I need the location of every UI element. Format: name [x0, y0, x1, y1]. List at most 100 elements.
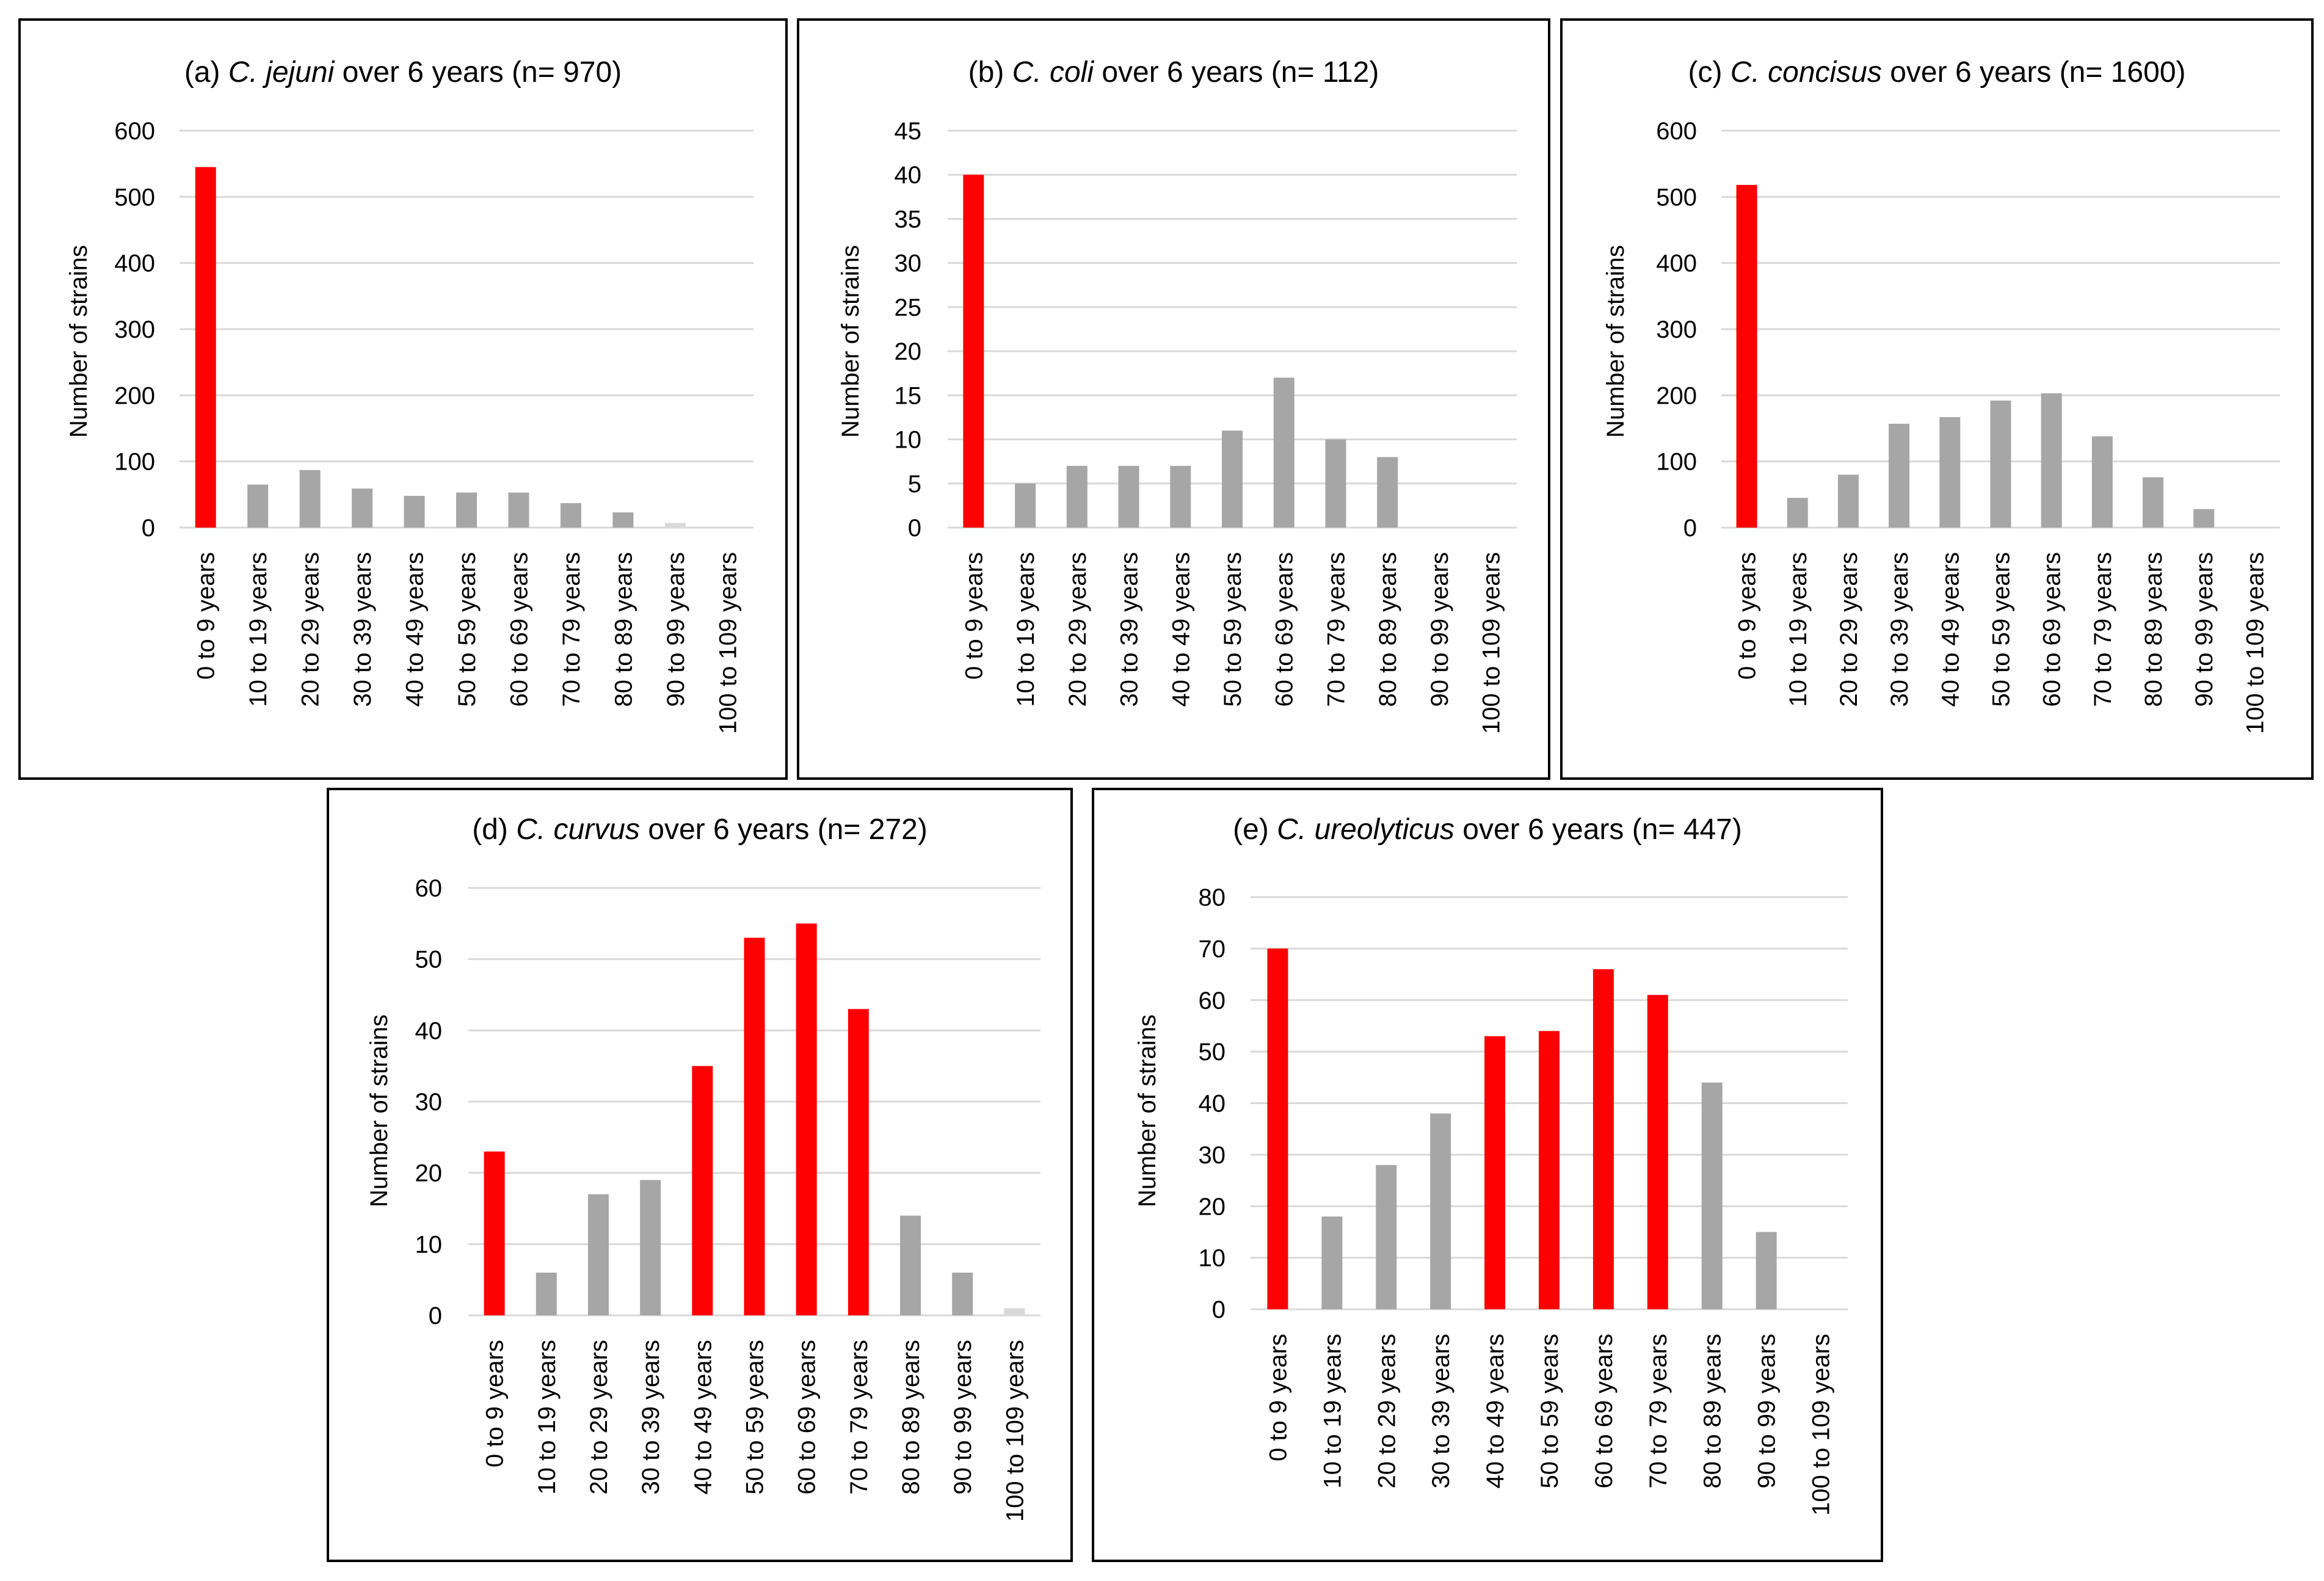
bar [1377, 457, 1398, 528]
x-tick-label: 100 to 109 years [1808, 1334, 1835, 1516]
y-tick-label: 200 [1656, 382, 1697, 409]
y-tick-label: 40 [1199, 1091, 1226, 1118]
bar [1592, 969, 1614, 1309]
x-tick-label: 80 to 89 years [898, 1340, 924, 1495]
y-tick-label: 600 [1656, 118, 1697, 145]
x-tick-label: 90 to 99 years [1754, 1334, 1781, 1489]
x-tick-label: 90 to 99 years [663, 552, 689, 707]
chart-panel-b: (b) C. coli over 6 years (n= 112) Number… [797, 18, 1550, 780]
y-tick-label: 5 [908, 471, 921, 498]
x-tick-label: 90 to 99 years [2191, 552, 2218, 707]
bar [247, 484, 269, 528]
x-tick-label: 60 to 69 years [2039, 552, 2066, 707]
y-tick-label: 0 [908, 515, 921, 542]
y-tick-label: 50 [415, 947, 443, 973]
x-tick-label: 10 to 19 years [1012, 552, 1039, 707]
bar [848, 1009, 869, 1315]
x-tick-label: 30 to 39 years [1428, 1334, 1454, 1489]
x-tick-label: 20 to 29 years [297, 552, 324, 707]
bar [1939, 417, 1961, 528]
y-tick-label: 100 [114, 449, 155, 476]
bar [1321, 1216, 1343, 1309]
x-tick-label: 60 to 69 years [1271, 552, 1298, 707]
y-tick-label: 400 [114, 250, 155, 277]
bar [1222, 431, 1243, 528]
bar [404, 496, 425, 528]
y-tick-label: 300 [114, 316, 155, 343]
y-tick-label: 30 [415, 1089, 443, 1116]
y-tick-label: 0 [1683, 515, 1697, 542]
x-tick-label: 40 to 49 years [1167, 552, 1194, 707]
y-tick-label: 20 [895, 338, 922, 365]
y-tick-label: 25 [895, 294, 922, 321]
y-tick-label: 45 [895, 118, 922, 145]
x-tick-label: 90 to 99 years [1426, 552, 1453, 707]
bar [1066, 465, 1088, 528]
x-tick-label: 80 to 89 years [1374, 552, 1401, 707]
plot-area: 0 100 200 300 400 500 600 0 to 9 years 10 to 19 … [114, 118, 753, 734]
y-tick-label: 80 [1199, 884, 1226, 911]
bar [1701, 1082, 1723, 1309]
x-tick-label: 60 to 69 years [1591, 1334, 1618, 1489]
bar [963, 175, 984, 528]
x-tick-label: 70 to 79 years [1645, 1334, 1672, 1489]
bar [484, 1151, 505, 1315]
bar [2091, 436, 2113, 528]
bar [560, 503, 581, 528]
x-tick-label: 50 to 59 years [1988, 552, 2015, 707]
y-tick-label: 50 [1199, 1039, 1226, 1066]
bar [612, 512, 634, 528]
x-tick-label: 20 to 29 years [586, 1340, 612, 1495]
x-tick-label: 10 to 19 years [1319, 1334, 1346, 1489]
x-tick-label: 50 to 59 years [1536, 1334, 1563, 1489]
y-tick-label: 10 [895, 427, 922, 454]
x-tick-label: 70 to 79 years [1323, 552, 1349, 707]
y-tick-label: 20 [1199, 1193, 1226, 1220]
bar [1170, 465, 1191, 528]
bar [1484, 1036, 1506, 1309]
bar [456, 492, 477, 528]
bar [1837, 474, 1859, 528]
chart-c: (c) C. concisus over 6 years (n= 1600) N… [1602, 56, 2280, 734]
plot-area: 0 5 10 15 20 25 30 35 40 45 0 to 9 years 10 to 19 y… [895, 118, 1517, 734]
x-tick-label: 100 to 109 years [1478, 552, 1505, 734]
x-tick-label: 10 to 19 years [534, 1340, 561, 1495]
x-tick-label: 30 to 39 years [349, 552, 376, 707]
x-tick-label: 20 to 29 years [1836, 552, 1862, 707]
y-axis-label: Number of strains [837, 245, 864, 438]
chart-title: (d) C. curvus over 6 years (n= 272) [472, 813, 928, 846]
chart-e: (e) C. ureolyticus over 6 years (n= 447)… [1134, 813, 1848, 1516]
y-tick-label: 70 [1199, 936, 1226, 962]
bar [1273, 377, 1295, 528]
bar [1267, 948, 1288, 1309]
chart-panel-c: (c) C. concisus over 6 years (n= 1600) N… [1560, 18, 2314, 780]
y-tick-label: 35 [895, 206, 922, 233]
y-tick-label: 20 [415, 1160, 443, 1187]
y-tick-label: 40 [895, 162, 922, 189]
y-tick-label: 15 [895, 382, 922, 409]
y-tick-label: 30 [1199, 1142, 1226, 1169]
x-tick-label: 100 to 109 years [2242, 552, 2268, 734]
y-tick-label: 30 [895, 250, 922, 277]
bar [692, 1066, 713, 1315]
y-tick-label: 0 [142, 515, 155, 542]
x-tick-label: 0 to 9 years [1265, 1334, 1291, 1461]
bar [1118, 465, 1139, 528]
chart-title: (a) C. jejuni over 6 years (n= 970) [184, 56, 622, 89]
x-tick-label: 10 to 19 years [1785, 552, 1812, 707]
y-tick-label: 500 [1656, 184, 1697, 211]
x-tick-label: 0 to 9 years [193, 552, 220, 680]
bar [2041, 393, 2062, 528]
x-tick-label: 50 to 59 years [1219, 552, 1246, 707]
bar [1787, 498, 1808, 528]
y-tick-label: 600 [114, 118, 155, 145]
x-tick-label: 50 to 59 years [454, 552, 481, 707]
bar [796, 923, 817, 1315]
bar [536, 1273, 557, 1315]
x-tick-label: 30 to 39 years [1886, 552, 1913, 707]
chart-b: (b) C. coli over 6 years (n= 112) Number… [837, 56, 1517, 734]
bar [508, 492, 529, 528]
y-axis-label: Number of strains [65, 245, 92, 438]
bar [1004, 1308, 1025, 1315]
y-axis-label: Number of strains [1134, 1014, 1161, 1207]
